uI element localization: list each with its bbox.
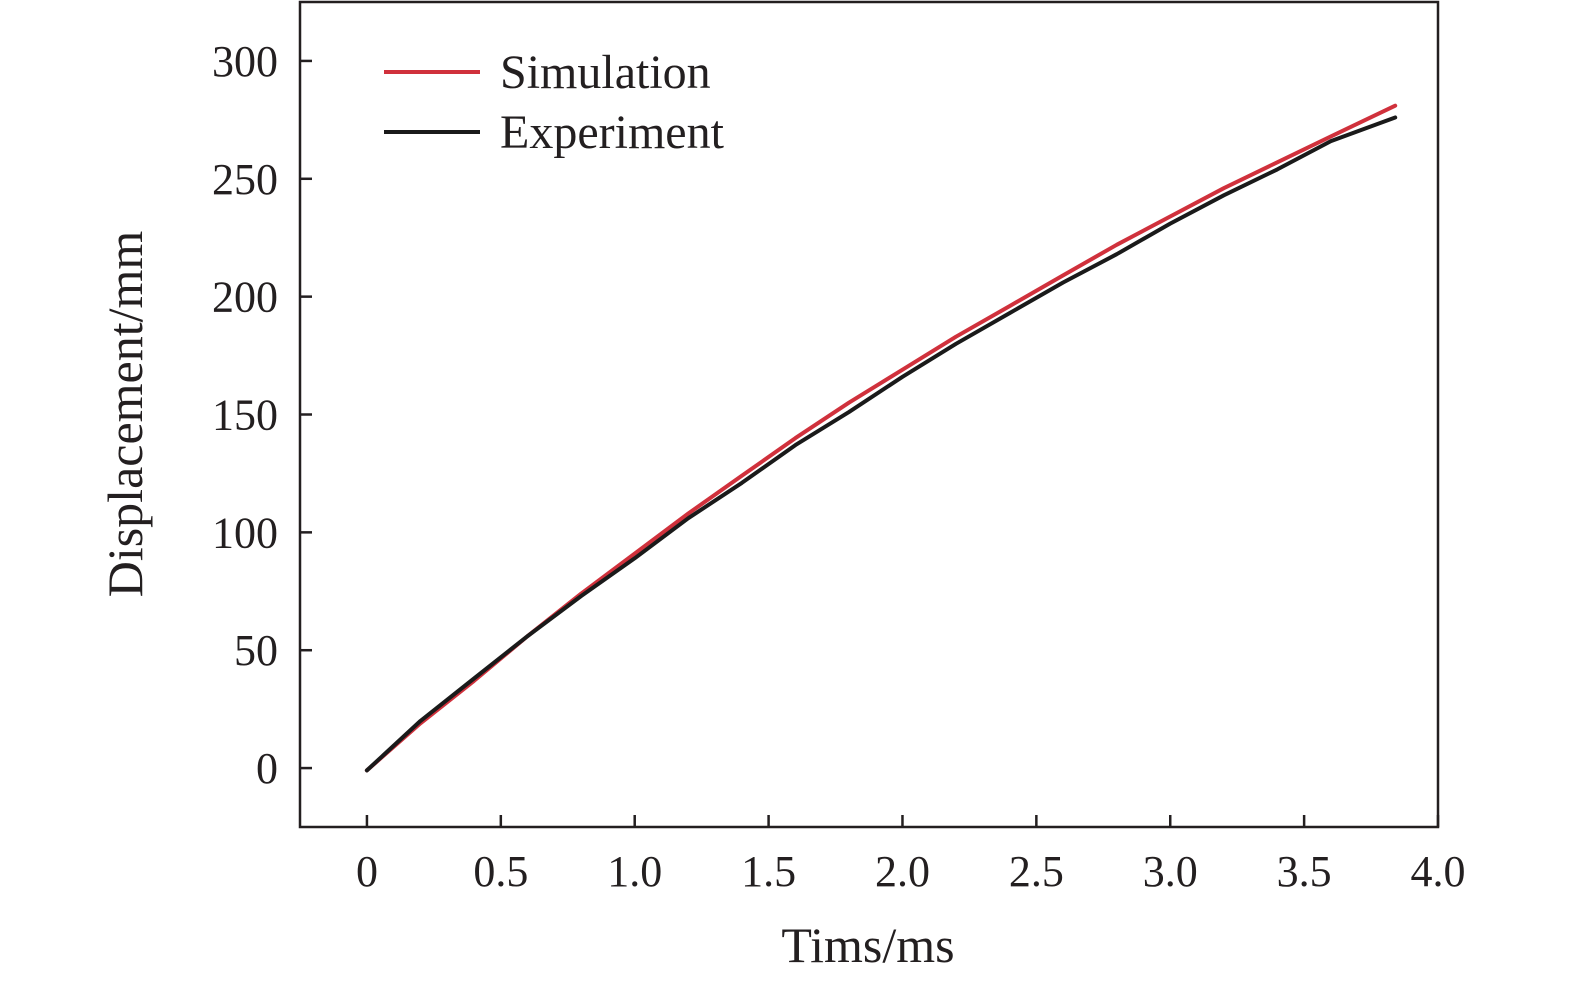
series-line-simulation: [364, 103, 1398, 773]
series-line-experiment: [364, 115, 1398, 773]
y-tick-label: 300: [212, 37, 278, 86]
y-tick-label: 250: [212, 155, 278, 204]
x-tick-label: 3.0: [1143, 847, 1198, 896]
y-tick-label: 0: [256, 744, 278, 793]
x-tick-label: 0: [356, 847, 378, 896]
x-tick-label: 3.5: [1277, 847, 1332, 896]
y-axis-ticks: 0 50 100 150 200 250 300: [212, 37, 312, 793]
legend: Simulation Experiment: [384, 46, 725, 159]
legend-label-experiment: Experiment: [500, 106, 725, 159]
y-tick-label: 200: [212, 273, 278, 322]
plot-frame: [298, 0, 1440, 829]
x-tick-label: 2.5: [1009, 847, 1064, 896]
x-tick-label: 1.0: [607, 847, 662, 896]
y-axis-title: Displacement/mm: [97, 231, 153, 598]
x-tick-label: 0.5: [473, 847, 528, 896]
x-axis-title: Tims/ms: [781, 917, 954, 973]
y-tick-label: 150: [212, 391, 278, 440]
series-layer: [364, 103, 1398, 773]
x-tick-label: 1.5: [741, 847, 796, 896]
x-tick-label: 4.0: [1411, 847, 1466, 896]
x-axis-ticks: 0 0.5 1.0 1.5 2.0 2.5 3.0 3.5 4.0: [356, 815, 1466, 896]
x-tick-label: 2.0: [875, 847, 930, 896]
y-tick-label: 50: [234, 626, 278, 675]
y-tick-label: 100: [212, 508, 278, 557]
legend-label-simulation: Simulation: [500, 46, 711, 99]
